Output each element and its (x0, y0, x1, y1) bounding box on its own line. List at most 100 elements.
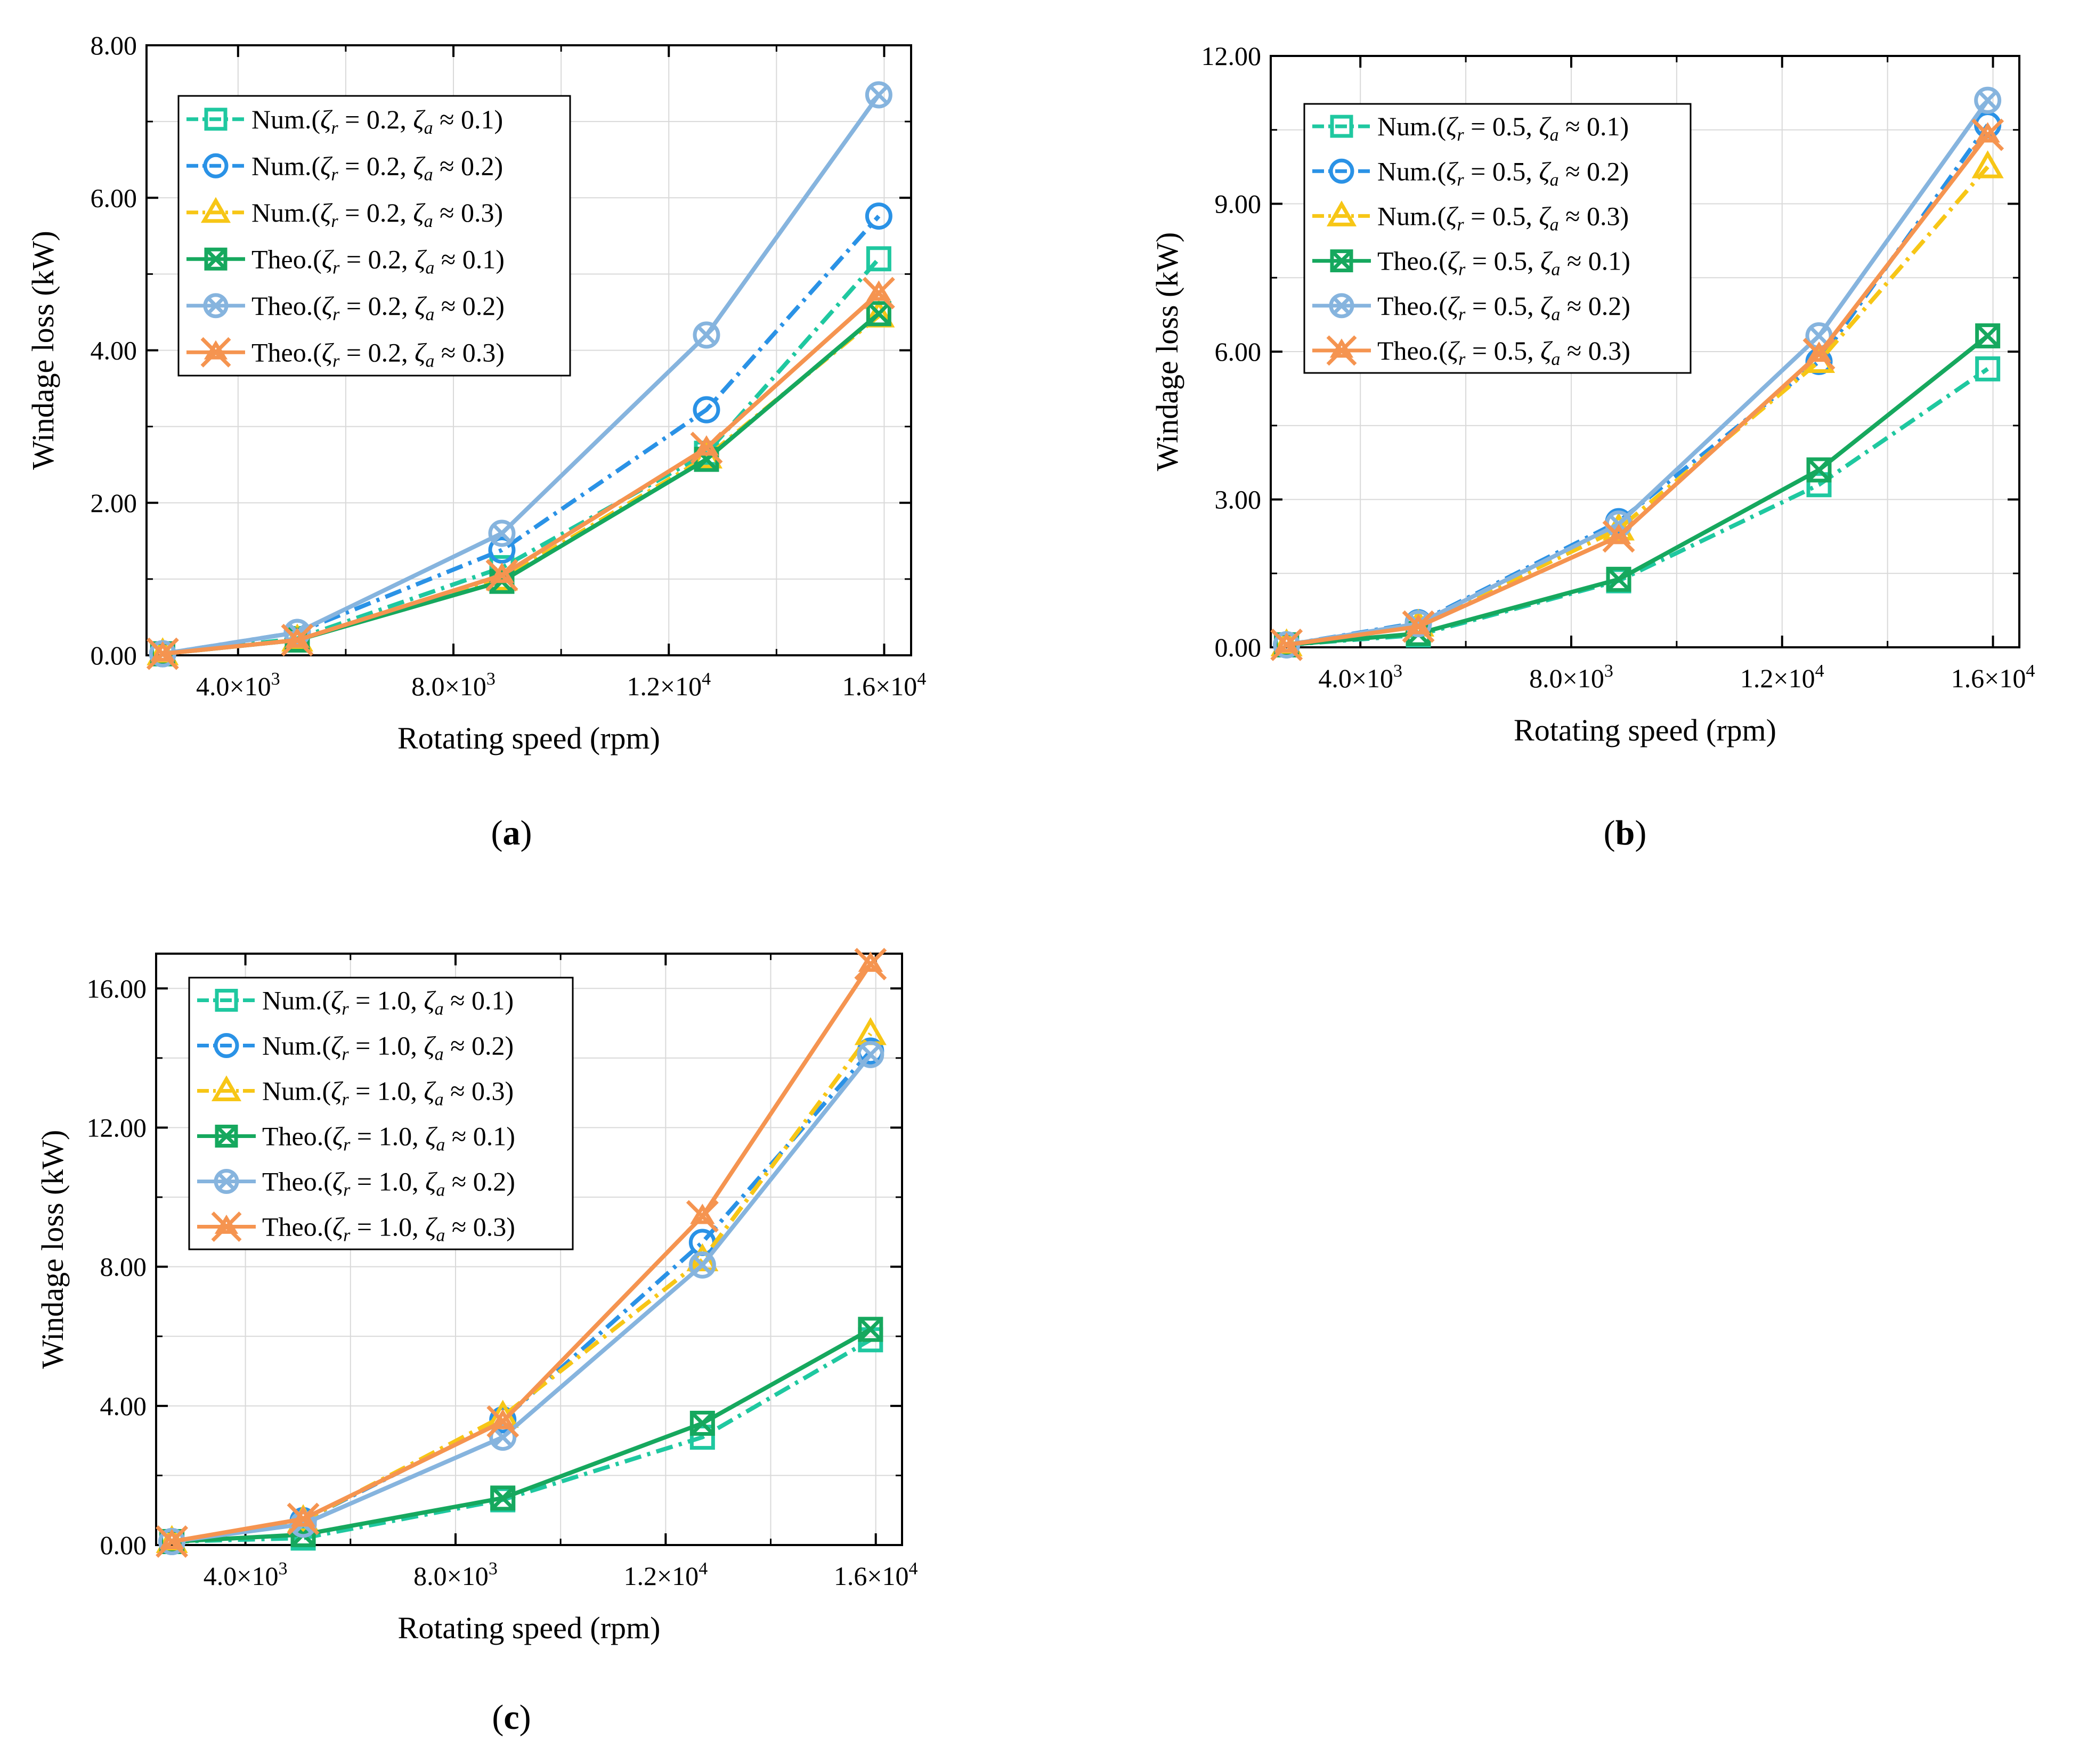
panel-c-chart: 4.0×103 8.0×103 1.2×104 1.6×104 0.00 4.00 8.00… (35, 948, 918, 1645)
legend-swatch-marker (211, 1075, 242, 1101)
x-axis-label: Rotating speed (rpm) (397, 721, 660, 755)
y-tick-label: 8.00 (100, 1252, 147, 1282)
legend-entry: Num.(ζr = 0.2, ζa ≈ 0.2) (251, 151, 503, 184)
legend-entry: Theo.(ζr = 0.2, ζa ≈ 0.2) (251, 291, 505, 324)
y-axis-label: Windage loss (kW) (26, 231, 60, 470)
data-point-marker (281, 623, 314, 656)
x-axis-label: Rotating speed (rpm) (398, 1611, 661, 1645)
data-point-marker (489, 1406, 517, 1434)
y-axis-label: Windage loss (kW) (35, 1130, 70, 1369)
legend-swatch-marker (204, 247, 228, 271)
y-tick-label: 0.00 (100, 1530, 147, 1560)
legend-swatch-marker (214, 1033, 239, 1058)
legend-entry: Theo.(ζr = 0.5, ζa ≈ 0.1) (1377, 246, 1630, 280)
x-axis: 4.0×103 8.0×103 1.2×104 1.6×104 (196, 45, 926, 701)
y-axis-label: Windage loss (kW) (1150, 232, 1184, 472)
data-point-marker (866, 246, 891, 272)
x-axis: 4.0×103 8.0×103 1.2×104 1.6×104 (1318, 56, 2035, 693)
data-point-marker (693, 321, 720, 349)
legend-swatch-marker (1329, 158, 1354, 184)
y-tick-label: 6.00 (91, 183, 137, 213)
y-tick-label: 3.00 (1215, 485, 1262, 515)
x-axis: 4.0×103 8.0×103 1.2×104 1.6×104 (204, 954, 918, 1591)
panel-label-c: (c) (492, 1698, 531, 1737)
legend-swatch-marker (1329, 293, 1354, 319)
x-tick-label: 1.2×104 (623, 1559, 708, 1591)
x-tick-label: 8.0×103 (411, 669, 496, 701)
legend-box (1303, 103, 1692, 374)
legend-entry: Num.(ζr = 1.0, ζa ≈ 0.2) (262, 1031, 514, 1064)
data-point-marker (866, 301, 891, 327)
legend-swatch-marker (1330, 249, 1353, 273)
x-tick-label: 8.0×103 (1529, 661, 1613, 693)
series-line (171, 1032, 873, 1544)
x-tick-label: 1.2×104 (1740, 661, 1824, 693)
x-tick-label: 1.2×104 (627, 669, 711, 701)
panel-label-a: (a) (491, 814, 532, 852)
data-point-marker (693, 396, 720, 424)
legend-swatch-marker (1326, 335, 1357, 366)
legend-entry: Num.(ζr = 0.2, ζa ≈ 0.1) (251, 104, 503, 138)
data-point-marker (686, 1200, 719, 1233)
data-point-marker (490, 1485, 516, 1511)
data-point-marker (690, 432, 723, 465)
y-tick-label: 0.00 (1215, 632, 1262, 662)
legend-swatch-marker (200, 197, 231, 223)
legend-swatch-marker (1326, 200, 1357, 226)
data-point-marker (1802, 338, 1836, 371)
series-group (146, 81, 895, 670)
data-point-marker (488, 536, 516, 564)
y-tick-label: 8.00 (91, 30, 137, 60)
series-line (1286, 334, 1989, 647)
x-tick-label: 4.0×103 (204, 1559, 288, 1591)
legend-swatch-marker (204, 108, 228, 131)
legend: Num.(ζr = 0.2, ζa ≈ 0.1) Num.(ζr = 0.2, ζ… (177, 95, 571, 377)
legend-entry: Theo.(ζr = 1.0, ζa ≈ 0.1) (262, 1121, 515, 1155)
y-tick-label: 12.00 (87, 1112, 147, 1142)
data-point-marker (1971, 118, 2004, 151)
data-point-marker (287, 1502, 320, 1535)
x-tick-label: 1.6×104 (834, 1559, 918, 1591)
plot-frame (155, 953, 903, 1546)
data-point-marker (486, 1405, 519, 1438)
data-point-marker (1971, 150, 2004, 178)
data-point-marker (1270, 628, 1303, 661)
y-axis: 0.00 2.00 4.00 6.00 8.00 (91, 30, 911, 670)
legend-swatch-marker (1330, 115, 1353, 138)
y-tick-label: 9.00 (1215, 189, 1262, 219)
panel-a-chart: 4.0×103 8.0×103 1.2×104 1.6×104 0.00 2.00 4.00… (26, 30, 926, 755)
x-tick-label: 4.0×103 (1318, 661, 1402, 693)
data-point-marker (1606, 566, 1631, 592)
x-tick-label: 8.0×103 (413, 1559, 498, 1591)
legend-swatch-marker (215, 989, 238, 1012)
data-point-marker (1975, 323, 2001, 348)
data-point-marker (1806, 472, 1832, 498)
y-tick-label: 4.00 (91, 336, 137, 365)
legend-entry: Num.(ζr = 0.5, ζa ≈ 0.3) (1377, 201, 1629, 234)
legend-entry: Theo.(ζr = 1.0, ζa ≈ 0.2) (262, 1167, 515, 1200)
legend-entry: Theo.(ζr = 0.5, ζa ≈ 0.3) (1377, 336, 1630, 369)
data-point-marker (862, 277, 895, 310)
x-axis-label: Rotating speed (rpm) (1514, 713, 1776, 747)
y-tick-label: 16.00 (87, 973, 147, 1003)
data-point-marker (857, 1040, 884, 1068)
legend-entry: Num.(ζr = 0.5, ζa ≈ 0.1) (1377, 111, 1629, 145)
series-line (172, 1338, 872, 1544)
x-tick-label: 4.0×103 (196, 669, 280, 701)
legend-swatch-marker (214, 1169, 239, 1194)
legend-entry: Num.(ζr = 1.0, ζa ≈ 0.3) (262, 1076, 514, 1110)
series-group (1270, 86, 2004, 661)
x-tick-label: 1.6×104 (842, 669, 927, 701)
x-tick-label: 1.6×104 (1951, 661, 2035, 693)
y-axis: 0.00 4.00 8.00 12.00 16.00 (87, 973, 902, 1560)
legend-entry: Theo.(ζr = 1.0, ζa ≈ 0.3) (262, 1212, 515, 1246)
data-point-marker (858, 1316, 883, 1342)
legend-box (188, 977, 574, 1250)
y-tick-label: 6.00 (1215, 337, 1262, 367)
data-point-marker (146, 637, 179, 670)
data-point-marker (854, 948, 887, 981)
legend-entry: Num.(ζr = 0.2, ζa ≈ 0.3) (251, 198, 503, 231)
data-point-marker (485, 559, 518, 592)
legend: Num.(ζr = 0.5, ζa ≈ 0.1) Num.(ζr = 0.5, ζ… (1303, 103, 1692, 374)
panel-b-chart: 4.0×103 8.0×103 1.2×104 1.6×104 0.00 3.00 6.00… (1150, 41, 2035, 747)
